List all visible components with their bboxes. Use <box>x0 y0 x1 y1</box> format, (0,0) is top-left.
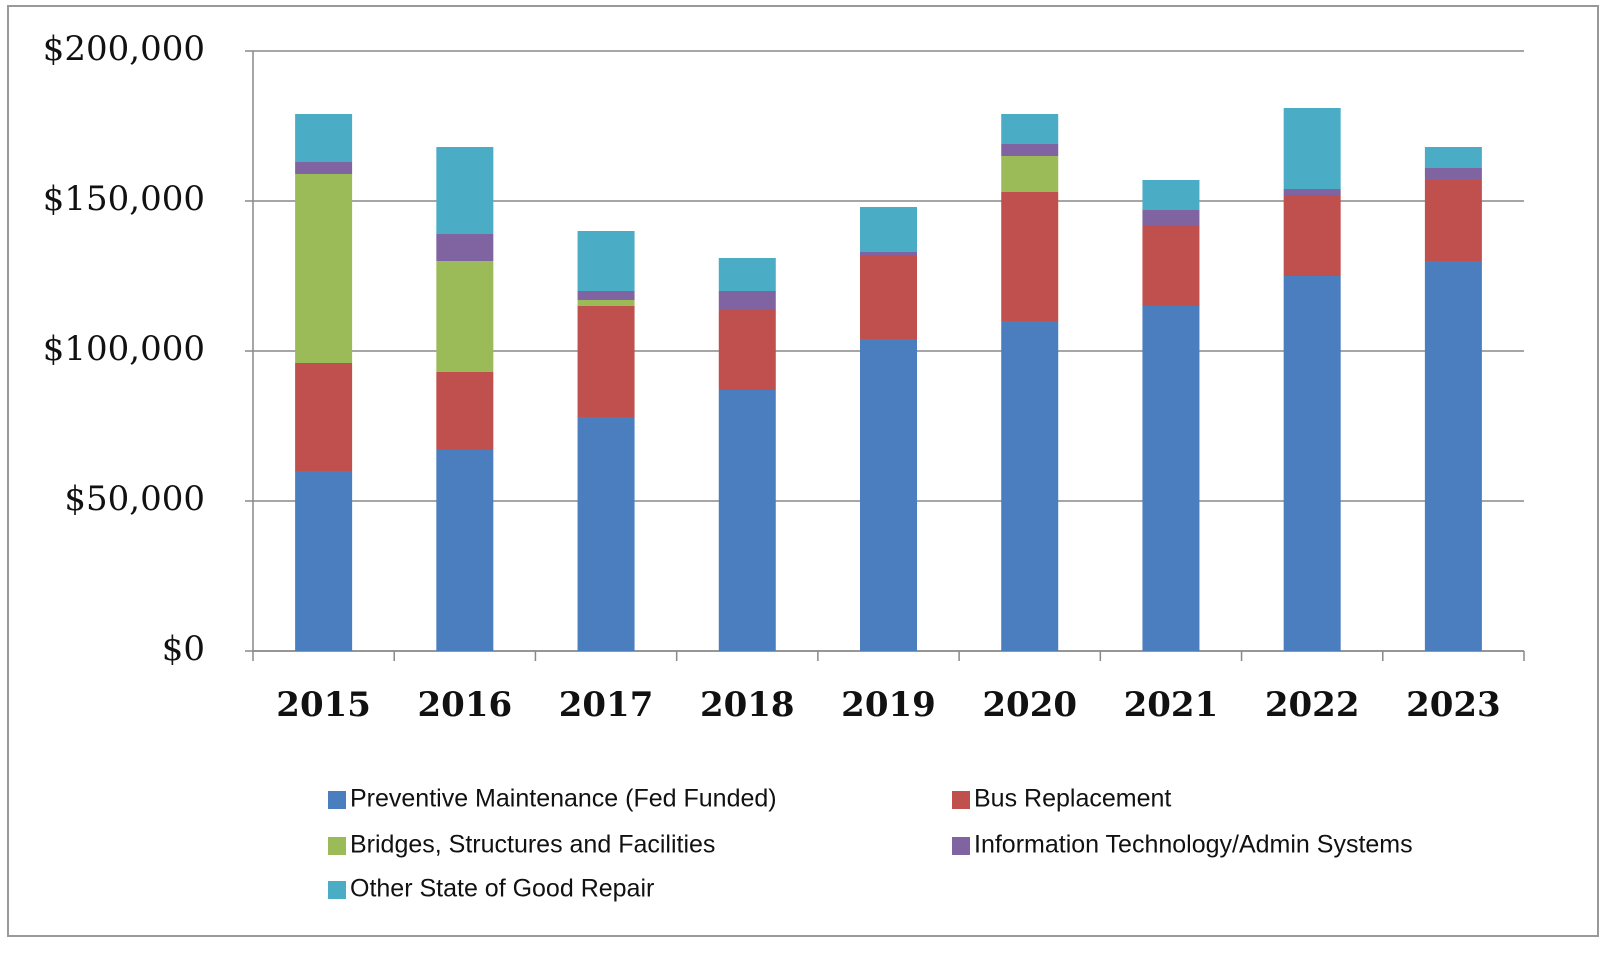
legend-swatch <box>952 791 970 809</box>
legend-swatch <box>328 837 346 855</box>
bar-segment <box>1001 156 1059 192</box>
bar-segment <box>577 300 635 306</box>
legend-label: Other State of Good Repair <box>350 875 654 903</box>
bar-segment <box>1142 306 1200 651</box>
bar-segment <box>1424 168 1482 180</box>
bar-segment <box>577 231 635 291</box>
bar-segment <box>295 114 353 162</box>
bar-segment <box>1001 114 1059 144</box>
legend-swatch <box>328 791 346 809</box>
bar-segment <box>577 291 635 300</box>
bar-segment <box>718 309 776 390</box>
legend-label: Preventive Maintenance (Fed Funded) <box>350 785 777 813</box>
bar-segment <box>1424 180 1482 261</box>
x-tick-label: 2023 <box>1406 685 1501 725</box>
bar-segment <box>436 450 494 651</box>
bar-segment <box>295 363 353 471</box>
x-tick-label: 2021 <box>1124 685 1219 725</box>
bar-segment <box>1142 225 1200 306</box>
bar-segment <box>860 339 917 651</box>
legend-label: Information Technology/Admin Systems <box>974 831 1413 859</box>
bar-segment <box>1001 192 1059 321</box>
x-tick-label: 2022 <box>1265 685 1360 725</box>
bar-segment <box>1142 180 1200 210</box>
bar-segment <box>1283 108 1341 189</box>
bar-segment <box>295 162 353 174</box>
bar-segment <box>718 390 776 651</box>
y-tick-label: $200,000 <box>43 29 205 69</box>
x-tick-label: 2019 <box>841 685 936 725</box>
bar-segment <box>577 417 635 651</box>
x-tick-label: 2015 <box>276 685 371 725</box>
bar-segment <box>1001 144 1059 156</box>
chart-border <box>7 5 1599 937</box>
x-tick-label: 2017 <box>559 685 654 725</box>
bar-segment <box>860 252 917 255</box>
bar-segment <box>577 306 635 417</box>
x-tick-label: 2020 <box>982 685 1077 725</box>
bar-segment <box>436 372 494 450</box>
x-tick-label: 2018 <box>700 685 795 725</box>
legend-swatch <box>952 837 970 855</box>
x-tick-label: 2016 <box>418 685 513 725</box>
y-tick-label: $50,000 <box>64 479 205 519</box>
bar-segment <box>436 234 494 261</box>
bar-segment <box>1283 189 1341 195</box>
legend-swatch <box>328 881 346 899</box>
bar-segment <box>860 207 917 252</box>
bar-segment <box>1001 321 1059 651</box>
bar-segment <box>1142 210 1200 225</box>
bar-segment <box>1424 261 1482 651</box>
legend-label: Bridges, Structures and Facilities <box>350 831 715 859</box>
y-tick-label: $150,000 <box>43 179 205 219</box>
y-tick-label: $100,000 <box>43 329 205 369</box>
bar-segment <box>718 291 776 309</box>
bar-segment <box>295 174 353 363</box>
bar-segment <box>1283 195 1341 276</box>
bar-segment <box>718 258 776 291</box>
bar-segment <box>860 255 917 339</box>
bar-segment <box>295 471 353 651</box>
bar-segment <box>1424 147 1482 168</box>
y-tick-label: $0 <box>162 629 205 669</box>
legend-label: Bus Replacement <box>974 785 1171 813</box>
bar-segment <box>436 261 494 372</box>
bar-segment <box>436 147 494 234</box>
bar-segment <box>1283 276 1341 651</box>
